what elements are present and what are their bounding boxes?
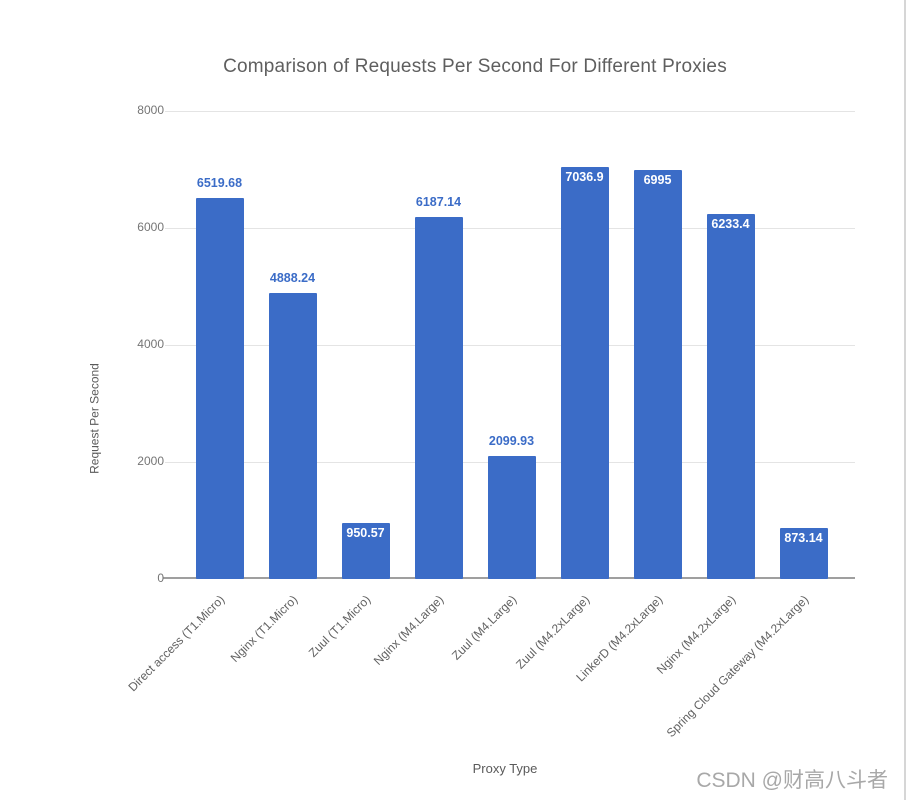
- y-axis-title: Request Per Second: [87, 363, 102, 474]
- x-category-label: Zuul (M4.2xLarge): [512, 592, 592, 672]
- x-category-label: Nginx (T1.Micro): [227, 592, 300, 666]
- x-category-label: Direct access (T1.Micro): [124, 592, 227, 695]
- gridline: [165, 344, 855, 346]
- bar-2: [268, 293, 317, 579]
- y-tick-label: 8000: [137, 103, 164, 117]
- bar-value-label: 6995: [643, 172, 672, 187]
- bar-value-label: 4888.24: [269, 271, 316, 286]
- x-category-label: Spring Cloud Gateway (M4.2xLarge): [663, 592, 811, 741]
- bar-8: [706, 214, 755, 579]
- gridline: [165, 110, 855, 112]
- x-category-label: Zuul (M4.Large): [448, 592, 519, 663]
- bar-value-label: 2099.93: [488, 434, 535, 449]
- chart-title: Comparison of Requests Per Second For Di…: [223, 56, 727, 77]
- y-tick-label: 6000: [137, 220, 164, 234]
- bar-value-label: 950.57: [346, 526, 385, 541]
- bar-4: [414, 217, 463, 579]
- watermark: CSDN @财高八斗者: [696, 769, 888, 792]
- gridline: [165, 227, 855, 229]
- x-category-label: Nginx (M4.2xLarge): [653, 592, 738, 677]
- bar-value-label: 6233.4: [711, 217, 750, 232]
- x-category-label: LinkerD (M4.2xLarge): [572, 592, 665, 685]
- plot-area: 6519.68 4888.24 950.57 6187.14 2099.93 7036.9…: [163, 110, 855, 579]
- bar-1: [195, 197, 244, 579]
- y-tick-label: 0: [157, 571, 164, 585]
- bar-value-label: 873.14: [784, 530, 823, 545]
- bar-3: [341, 523, 390, 579]
- x-category-label: Nginx (M4.Large): [370, 592, 446, 668]
- x-category-label: Zuul (T1.Micro): [305, 592, 373, 660]
- x-axis-title: Proxy Type: [472, 761, 538, 776]
- bar-value-label: 6187.14: [415, 195, 462, 210]
- y-tick-label: 2000: [137, 454, 164, 468]
- bar-9: [779, 527, 828, 579]
- x-category-labels: Direct access (T1.Micro) Nginx (T1.Micro)…: [125, 579, 855, 759]
- bar-5: [487, 456, 536, 579]
- bar-value-label: 6519.68: [196, 175, 243, 190]
- y-tick-label: 4000: [137, 337, 164, 351]
- bar-6: [560, 167, 609, 579]
- bar-value-label: 7036.9: [565, 170, 604, 185]
- bar-7: [633, 169, 682, 579]
